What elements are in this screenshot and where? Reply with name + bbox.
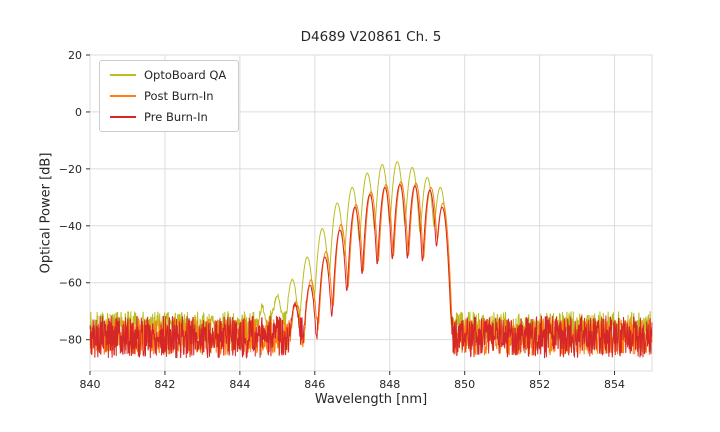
legend-label-pre-burn-in: Pre Burn-In <box>144 110 208 124</box>
x-tick-label: 848 <box>379 378 400 391</box>
y-tick-label: −80 <box>59 334 82 347</box>
legend-entry-post-burn-in: Post Burn-In <box>110 89 226 103</box>
legend-line-pre-burn-in <box>110 116 136 118</box>
y-tick-label: 20 <box>68 49 82 62</box>
legend-line-optoboard-qa <box>110 74 136 76</box>
y-tick-label: 0 <box>75 106 82 119</box>
legend-line-post-burn-in <box>110 95 136 97</box>
x-tick-label: 840 <box>80 378 101 391</box>
x-tick-label: 852 <box>529 378 550 391</box>
y-tick-label: −20 <box>59 163 82 176</box>
legend-entry-optoboard-qa: OptoBoard QA <box>110 68 226 82</box>
x-axis-label: Wavelength [nm] <box>314 392 428 407</box>
legend-label-optoboard-qa: OptoBoard QA <box>144 68 227 82</box>
x-tick-label: 842 <box>154 378 175 391</box>
x-tick-label: 844 <box>229 378 250 391</box>
legend-entry-pre-burn-in: Pre Burn-In <box>110 110 226 124</box>
series-line-pre-burn-in <box>89 183 653 360</box>
y-tick-label: −60 <box>59 277 82 290</box>
y-axis-label: Optical Power [dB] <box>38 152 54 274</box>
legend: OptoBoard QA Post Burn-In Pre Burn-In <box>99 60 240 132</box>
plot-border <box>89 54 653 372</box>
legend-label-post-burn-in: Post Burn-In <box>144 89 214 103</box>
x-tick-label: 854 <box>604 378 625 391</box>
series-line-post-burn-in <box>89 181 653 357</box>
chart-title: D4689 V20861 Ch. 5 <box>300 29 442 45</box>
y-tick-label: −40 <box>59 220 82 233</box>
x-tick-label: 850 <box>454 378 475 391</box>
x-tick-label: 846 <box>304 378 325 391</box>
